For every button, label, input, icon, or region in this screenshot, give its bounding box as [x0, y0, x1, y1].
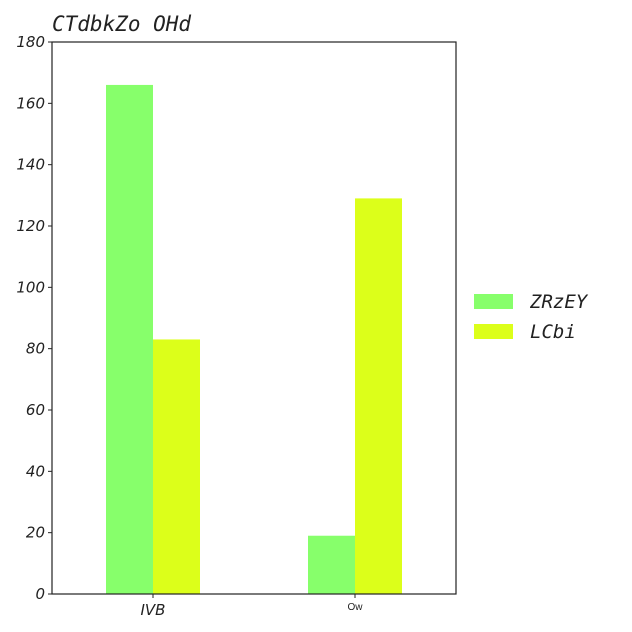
x-tick-label: IVB	[141, 601, 166, 619]
legend-swatch-ZRzEY	[474, 294, 513, 309]
y-tick-label: 20	[26, 524, 45, 542]
y-tick-label: 80	[26, 340, 45, 358]
y-axis: 0 20 40 60 80 100 120 140 160 180	[16, 33, 52, 603]
y-tick-label: 140	[16, 156, 45, 174]
plot-frame	[51, 41, 457, 595]
bar-LCbi-Ow	[355, 198, 402, 594]
y-tick-label: 40	[26, 462, 45, 480]
y-tick-label: 180	[16, 33, 45, 51]
y-tick-label: 160	[16, 94, 45, 112]
x-axis: IVB Ow	[141, 594, 364, 619]
bar-LCbi-IVB	[153, 339, 200, 594]
bar-ZRzEY-Ow	[308, 535, 355, 594]
legend: ZRzEY LCbi	[474, 291, 589, 343]
y-tick-label: 0	[35, 585, 45, 603]
chart-title: CTdbkZo OHd	[52, 12, 191, 36]
y-tick-label: 60	[26, 401, 45, 419]
legend-swatch-LCbi	[474, 324, 513, 339]
x-tick-label: Ow	[348, 602, 364, 613]
y-tick-label: 100	[16, 278, 45, 296]
bars	[106, 84, 402, 594]
y-tick-label: 120	[16, 217, 45, 235]
legend-label: LCbi	[530, 321, 576, 343]
legend-label: ZRzEY	[529, 291, 589, 313]
bar-ZRzEY-IVB	[106, 84, 153, 594]
